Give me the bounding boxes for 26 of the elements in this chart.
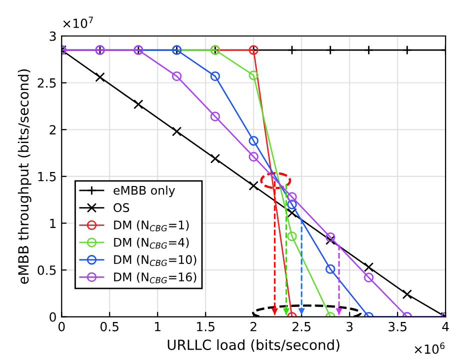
legend-label: DM (N$_{CBG}$=1) [114,220,189,232]
x-tick-label: 3 [346,322,353,332]
text: ×10$^{6}$ [414,342,445,354]
y-axis-title: eMBB throughput (bits/second) [18,69,32,284]
y-tick-label: 3 [50,31,56,41]
y-tick-label: 2 [50,125,56,134]
y-tick-label: 1.5 [38,172,56,182]
y-tick-label: 2.5 [38,78,56,88]
legend-label: eMBB only [114,186,175,198]
legend-label: DM (N$_{CBG}$=10) [114,254,196,266]
text: ×10$^{7}$ [63,16,93,28]
legend-label: OS [114,203,130,212]
x-tick-label: 3.5 [388,322,406,332]
x-tick-label: 4 [442,322,449,332]
legend-label: DM (N$_{CBG}$=4) [114,238,189,249]
x-tick-label: 2.5 [292,322,310,332]
y-tick-label: 0 [50,312,56,322]
y-tick-label: 0.5 [38,265,56,275]
x-tick-label: 0 [58,322,65,332]
x-tick-label: 1 [155,322,160,332]
x-tick-label: 2 [250,322,256,332]
legend-label: DM (N$_{CBG}$=16) [114,272,196,284]
x-tick-label: 0.5 [100,322,118,332]
x-axis-title: URLLC load (bits/second) [168,339,340,352]
y-tick-label: 1 [50,218,56,228]
x-tick-label: 1.5 [197,322,214,332]
